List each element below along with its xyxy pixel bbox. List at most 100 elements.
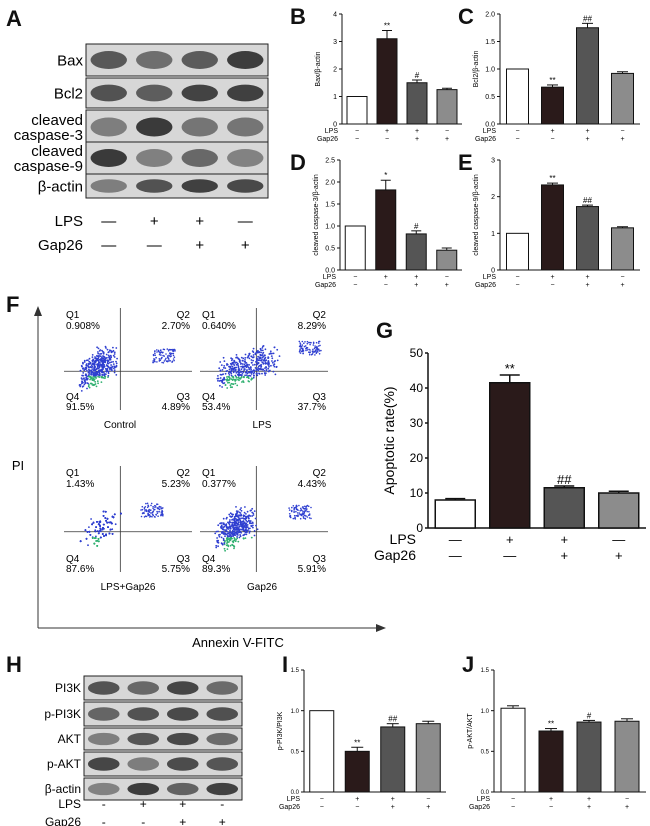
event-dot xyxy=(162,513,164,516)
gap26-sign: + xyxy=(414,282,418,289)
blot-band xyxy=(87,782,120,796)
event-dot xyxy=(274,373,277,376)
event-dot xyxy=(230,374,233,377)
blot-band xyxy=(127,782,160,796)
y-tick-label: 2.0 xyxy=(325,179,335,186)
event-dot xyxy=(221,378,224,381)
lps-sign: + xyxy=(550,128,554,135)
event-dot xyxy=(167,350,170,352)
event-dot xyxy=(101,349,103,352)
event-dot xyxy=(113,365,115,368)
y-tick-label: 1.5 xyxy=(325,201,335,208)
event-dot xyxy=(232,371,235,374)
q2-name: Q2 xyxy=(313,310,327,321)
event-dot xyxy=(101,528,104,531)
event-dot xyxy=(148,510,150,513)
event-dot xyxy=(235,356,238,359)
event-dot xyxy=(158,360,161,362)
event-dot xyxy=(169,353,172,356)
gap26-sign: − xyxy=(320,804,324,811)
event-dot xyxy=(304,345,307,347)
event-dot xyxy=(235,529,238,531)
event-dot xyxy=(97,523,100,526)
event-dot xyxy=(149,515,152,518)
event-dot xyxy=(225,533,228,536)
event-dot xyxy=(169,355,172,358)
pi-axis-arrow xyxy=(34,306,42,316)
event-dot xyxy=(115,360,117,363)
event-dot xyxy=(98,361,100,363)
event-dot xyxy=(234,529,236,531)
event-dot xyxy=(318,340,321,343)
blot-band xyxy=(206,681,239,695)
event-dot xyxy=(250,355,253,358)
lps-sign: + xyxy=(384,274,388,281)
event-dot xyxy=(160,354,162,356)
y-tick-label: 1.5 xyxy=(485,39,495,46)
event-dot xyxy=(109,528,112,531)
event-dot xyxy=(299,343,302,345)
event-dot xyxy=(226,376,228,378)
event-dot xyxy=(102,351,105,354)
event-dot xyxy=(101,533,104,535)
event-dot xyxy=(237,529,240,531)
q3-value: 4.89% xyxy=(162,402,190,413)
q2-value: 5.23% xyxy=(162,479,190,490)
event-dot xyxy=(254,352,257,355)
event-dot xyxy=(158,511,160,513)
event-dot xyxy=(78,384,81,386)
event-dot xyxy=(306,342,309,345)
event-dot xyxy=(296,508,299,511)
event-dot xyxy=(88,526,90,528)
event-dot xyxy=(113,356,116,358)
blot-row-label: cleaved xyxy=(31,143,83,160)
panel-letter-H: H xyxy=(6,652,22,677)
event-dot xyxy=(84,382,87,385)
event-dot xyxy=(153,359,155,361)
lps-sign: — xyxy=(101,213,116,230)
event-dot xyxy=(295,504,298,507)
event-dot xyxy=(272,352,275,355)
event-dot xyxy=(92,521,95,524)
lps-sign: + xyxy=(179,797,186,811)
event-dot xyxy=(255,361,257,363)
panel-letter-E: E xyxy=(458,150,473,175)
event-dot xyxy=(316,350,319,352)
panel-letter-A: A xyxy=(6,6,22,31)
event-dot xyxy=(96,545,99,547)
blot-band xyxy=(136,51,173,69)
event-dot xyxy=(143,507,146,509)
event-dot xyxy=(271,357,274,360)
event-dot xyxy=(232,544,235,547)
blot-row-label: AKT xyxy=(58,732,82,746)
event-dot xyxy=(217,530,219,533)
blot-band xyxy=(227,117,264,137)
y-tick-label: 0.5 xyxy=(485,94,495,101)
event-dot xyxy=(168,358,170,360)
blot-band xyxy=(181,179,218,193)
bar xyxy=(506,232,529,271)
event-dot xyxy=(272,370,275,373)
event-dot xyxy=(108,532,111,535)
event-dot xyxy=(166,356,169,359)
event-dot xyxy=(104,375,107,378)
event-dot xyxy=(152,507,154,510)
blot-row-label: β-actin xyxy=(45,782,81,796)
event-dot xyxy=(156,507,158,509)
event-dot xyxy=(317,342,320,344)
event-dot xyxy=(233,534,236,536)
event-dot xyxy=(98,355,100,358)
event-dot xyxy=(87,544,89,547)
event-dot xyxy=(278,355,281,357)
event-dot xyxy=(237,540,240,543)
event-dot xyxy=(233,522,236,525)
gap26-sign: + xyxy=(179,815,186,826)
event-dot xyxy=(92,368,94,370)
event-dot xyxy=(156,512,159,514)
event-dot xyxy=(84,529,87,531)
event-dot xyxy=(233,521,236,523)
event-dot xyxy=(227,526,230,529)
event-dot xyxy=(115,347,118,349)
event-dot xyxy=(248,357,251,360)
event-dot xyxy=(308,341,310,344)
